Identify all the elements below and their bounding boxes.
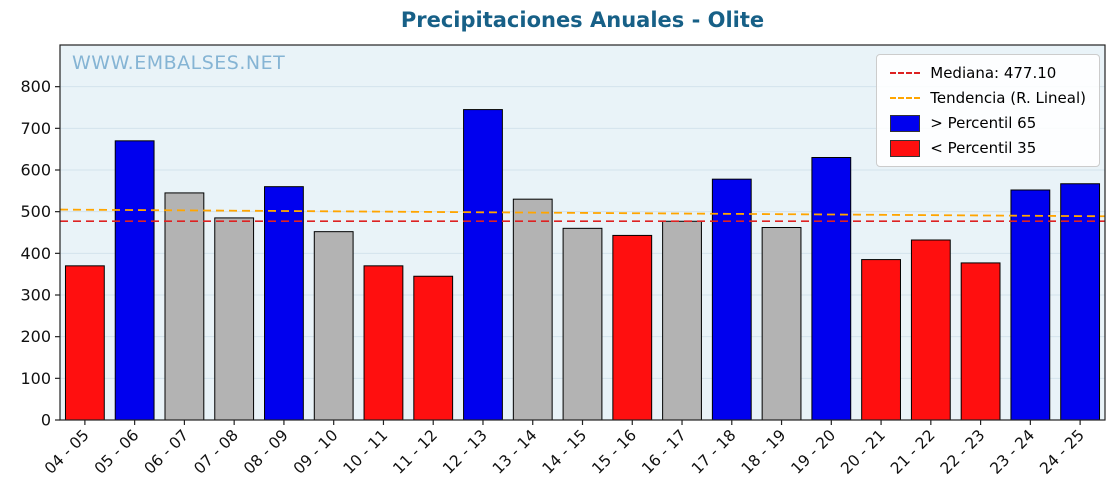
- bar-19-20: [811, 157, 852, 421]
- x-tick-label: 12 - 13: [439, 426, 491, 478]
- x-tick-label: 16 - 17: [638, 426, 690, 478]
- y-tick-label: 600: [20, 161, 51, 180]
- bar-21-22: [910, 239, 951, 421]
- x-tick-label: 20 - 21: [837, 426, 889, 478]
- chart-title: Precipitaciones Anuales - Olite: [400, 8, 765, 32]
- x-tick-label: 08 - 09: [240, 426, 292, 478]
- trend-line: [59, 208, 1106, 218]
- legend-item: > Percentil 65: [890, 114, 1086, 132]
- legend-label: Tendencia (R. Lineal): [930, 89, 1086, 107]
- bar-15-16: [612, 234, 653, 421]
- x-tick-label: 23 - 24: [987, 426, 1039, 478]
- bar-12-13: [463, 109, 503, 421]
- x-tick-label: 22 - 23: [937, 426, 989, 478]
- x-tick-label: 07 - 08: [190, 426, 242, 478]
- bar-14-15: [562, 227, 603, 421]
- bar-22-23: [960, 262, 1001, 421]
- y-tick-label: 500: [20, 202, 51, 221]
- legend-item: Mediana: 477.10: [890, 64, 1086, 82]
- x-tick-label: 10 - 11: [340, 426, 392, 478]
- y-tick-label: 300: [20, 286, 51, 305]
- bar-20-21: [861, 259, 901, 421]
- legend-item: Tendencia (R. Lineal): [890, 89, 1086, 107]
- bar-13-14: [512, 198, 553, 421]
- x-tick-label: 09 - 10: [290, 426, 342, 478]
- legend-color-patch: [890, 114, 921, 132]
- bar-07-08: [214, 217, 255, 421]
- legend-dashed-line-sample: [890, 97, 921, 99]
- legend-box: Mediana: 477.10 Tendencia (R. Lineal) > Pe…: [876, 54, 1100, 167]
- y-tick-label: 200: [20, 327, 51, 346]
- y-tick-label: 800: [20, 77, 51, 96]
- legend-item: < Percentil 35: [890, 139, 1086, 157]
- x-tick-label: 24 - 25: [1036, 426, 1088, 478]
- legend-label: < Percentil 35: [930, 139, 1037, 157]
- watermark-text: WWW.EMBALSES.NET: [72, 52, 286, 74]
- legend-color-patch: [890, 139, 921, 157]
- legend-label: Mediana: 477.10: [930, 64, 1057, 82]
- y-tick-label: 0: [41, 411, 51, 430]
- bar-10-11: [363, 265, 404, 421]
- y-tick-label: 100: [20, 369, 51, 388]
- x-tick-label: 06 - 07: [141, 426, 193, 478]
- x-tick-label: 04 - 05: [41, 426, 93, 478]
- bar-09-10: [313, 231, 354, 421]
- x-tick-label: 05 - 06: [91, 426, 143, 478]
- bar-05-06: [114, 140, 155, 421]
- x-tick-label: 11 - 12: [389, 426, 441, 478]
- y-tick-label: 700: [20, 119, 51, 138]
- bar-16-17: [662, 220, 702, 421]
- x-tick-label: 18 - 19: [738, 426, 790, 478]
- bar-17-18: [711, 178, 752, 421]
- x-tick-label: 13 - 14: [489, 426, 541, 478]
- y-tick-label: 400: [20, 244, 51, 263]
- legend-label: > Percentil 65: [930, 114, 1037, 132]
- bar-24-25: [1060, 183, 1101, 421]
- x-tick-label: 19 - 20: [788, 426, 840, 478]
- x-tick-label: 14 - 15: [539, 426, 591, 478]
- bar-11-12: [413, 275, 454, 421]
- bar-06-07: [164, 192, 205, 421]
- bar-23-24: [1010, 189, 1051, 421]
- bar-18-19: [761, 227, 802, 421]
- x-tick-label: 15 - 16: [589, 426, 641, 478]
- x-tick-label: 21 - 22: [887, 426, 939, 478]
- legend-dashed-line-sample: [890, 72, 921, 74]
- bar-04-05: [64, 265, 105, 421]
- x-tick-label: 17 - 18: [688, 426, 740, 478]
